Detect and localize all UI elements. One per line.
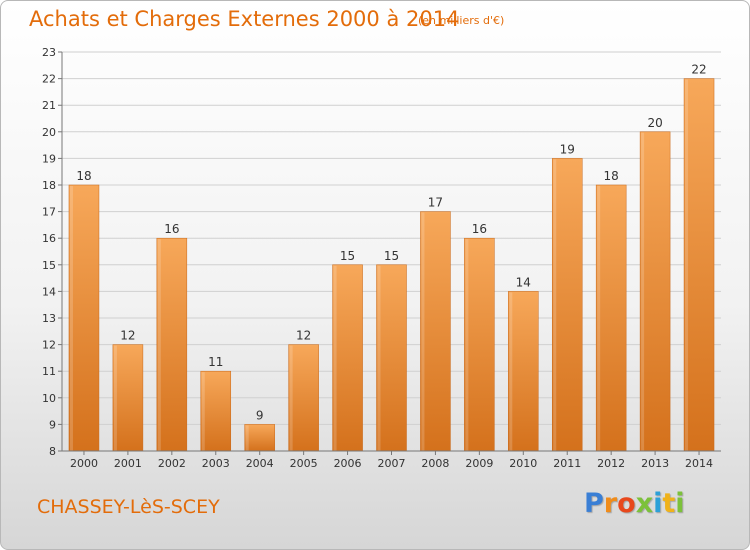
logo-letter: r [603, 488, 618, 519]
data-label: 15 [384, 249, 399, 263]
bar-2002 [156, 237, 188, 452]
bar-highlight [113, 345, 117, 451]
x-tick-label: 2010 [509, 457, 537, 470]
x-tick-label: 2006 [334, 457, 362, 470]
data-label: 20 [647, 116, 662, 130]
chart-title: Achats et Charges Externes 2000 à 2014 [29, 7, 460, 31]
y-tick-label: 12 [42, 339, 56, 352]
x-tick-label: 2009 [465, 457, 493, 470]
logo-letter: x [635, 488, 654, 519]
data-label: 16 [472, 222, 487, 236]
bar-2004 [244, 424, 275, 452]
bar-2010 [508, 291, 539, 452]
bar-2006 [332, 264, 363, 452]
bar-highlight [553, 159, 557, 451]
x-tick-label: 2007 [378, 457, 406, 470]
y-tick-label: 11 [42, 365, 56, 378]
bar-highlight [509, 292, 513, 451]
data-label: 15 [340, 249, 355, 263]
bar-2008 [420, 211, 451, 452]
logo-letter: o [617, 488, 636, 519]
y-tick-label: 21 [42, 99, 56, 112]
x-tick-label: 2013 [641, 457, 669, 470]
bar-highlight [685, 79, 689, 451]
bar-highlight [201, 372, 205, 451]
bar-highlight [69, 186, 73, 451]
bar-2000 [68, 184, 100, 452]
bar-2001 [112, 344, 144, 452]
proxiti-logo: Proxiti [584, 488, 685, 519]
x-tick-label: 2011 [553, 457, 581, 470]
logo-letter: i [675, 488, 685, 519]
y-tick-label: 15 [42, 259, 56, 272]
bar-2003 [200, 370, 232, 452]
x-tick-label: 2005 [290, 457, 318, 470]
data-label: 9 [256, 408, 264, 422]
y-tick-label: 23 [42, 46, 56, 59]
bar-highlight [157, 239, 161, 451]
x-tick-label: 2004 [246, 457, 274, 470]
data-label: 18 [76, 169, 91, 183]
bar-2007 [376, 264, 407, 452]
bar-highlight [377, 265, 381, 451]
x-tick-label: 2008 [421, 457, 449, 470]
y-tick-label: 22 [42, 73, 56, 86]
data-label: 12 [120, 329, 135, 343]
x-tick-label: 2001 [114, 457, 142, 470]
y-tick-label: 18 [42, 179, 56, 192]
logo-letter: i [653, 488, 663, 519]
bar-2014 [683, 78, 715, 452]
y-tick-label: 13 [42, 312, 56, 325]
bar-highlight [641, 132, 645, 452]
y-tick-label: 19 [42, 152, 56, 165]
bar-2011 [551, 158, 583, 452]
bar-2005 [288, 344, 319, 452]
bar-2009 [464, 237, 495, 452]
data-label: 16 [164, 222, 179, 236]
bar-highlight [245, 425, 249, 451]
data-label: 12 [296, 329, 311, 343]
x-tick-label: 2014 [685, 457, 713, 470]
data-label: 17 [428, 196, 443, 210]
y-tick-label: 9 [49, 418, 56, 431]
bar-highlight [465, 239, 469, 451]
y-tick-label: 20 [42, 126, 56, 139]
y-tick-label: 8 [49, 445, 56, 458]
location-name: CHASSEY-LèS-SCEY [37, 496, 220, 518]
y-tick-label: 16 [42, 232, 56, 245]
bar-2013 [639, 131, 671, 452]
data-label: 22 [691, 63, 706, 77]
bar-highlight [421, 212, 425, 451]
data-label: 18 [604, 169, 619, 183]
logo-letter: t [662, 488, 676, 519]
bar-highlight [333, 265, 337, 451]
bar-highlight [597, 186, 601, 451]
y-tick-label: 17 [42, 206, 56, 219]
x-tick-label: 2000 [70, 457, 98, 470]
x-tick-label: 2012 [597, 457, 625, 470]
bar-2012 [595, 184, 627, 452]
data-label: 19 [560, 142, 575, 156]
logo-letter: P [584, 488, 604, 519]
data-label: 11 [208, 355, 223, 369]
x-tick-label: 2002 [158, 457, 186, 470]
y-tick-label: 14 [42, 285, 56, 298]
chart-subtitle: (en milliers d'€) [418, 14, 505, 27]
data-label: 14 [516, 275, 531, 289]
y-tick-label: 10 [42, 392, 56, 405]
bar-highlight [289, 345, 293, 451]
x-tick-label: 2003 [202, 457, 230, 470]
